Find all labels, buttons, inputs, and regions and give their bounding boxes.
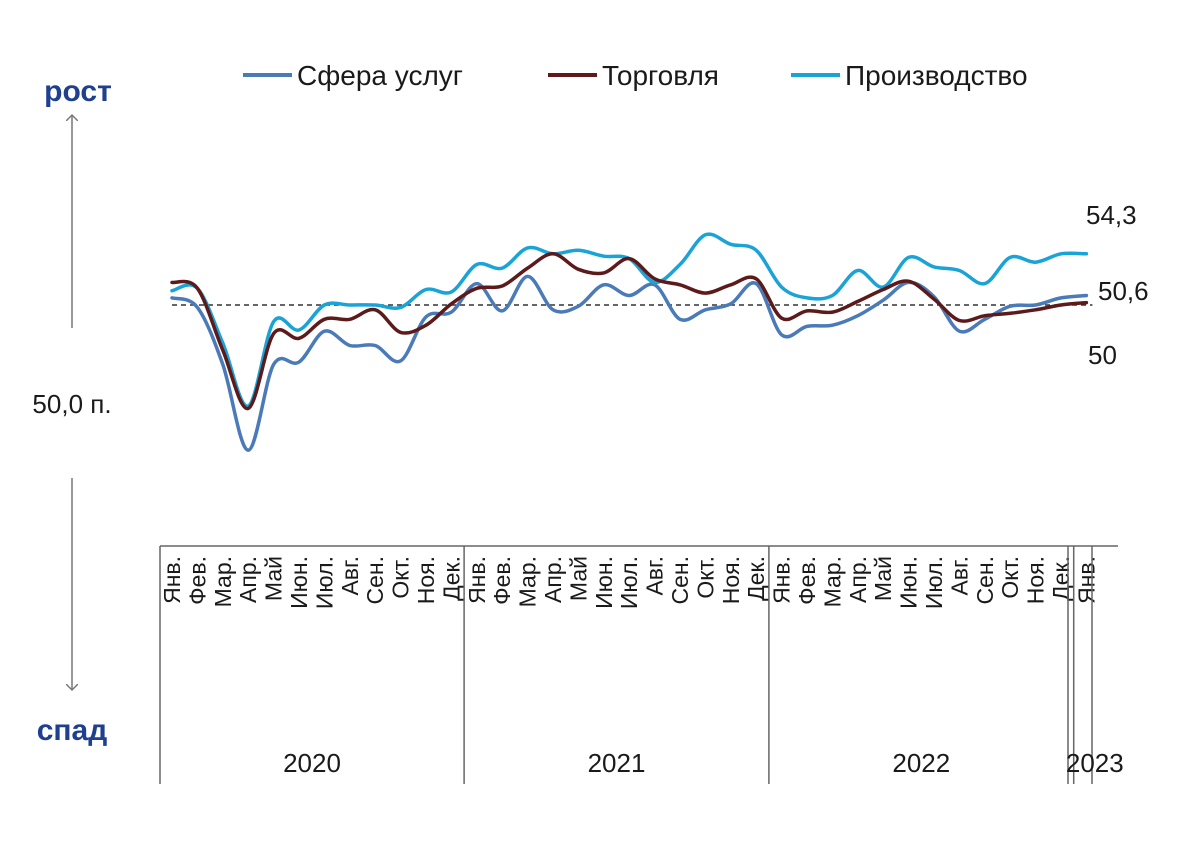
month-tick-label: Авг. xyxy=(337,556,363,596)
month-tick-label: Сен. xyxy=(667,556,693,605)
month-tick-label: Фев. xyxy=(794,556,820,605)
end-label-services: 50,6 xyxy=(1098,276,1149,306)
month-tick-label: Мар. xyxy=(515,556,541,607)
legend-item-services: Сфера услуг xyxy=(243,60,463,91)
year-dividers xyxy=(159,546,1093,784)
month-tick-label: Авг. xyxy=(946,556,972,596)
growth-label: рост xyxy=(44,75,112,108)
year-label: 2022 xyxy=(892,748,950,778)
month-tick-label: Дек. xyxy=(438,556,464,601)
year-label: 2021 xyxy=(588,748,646,778)
month-tick-label: Авг. xyxy=(642,556,668,596)
month-tick-label: Янв. xyxy=(159,556,185,604)
month-tick-label: Фев. xyxy=(489,556,515,605)
month-tick-label: Июн. xyxy=(591,556,617,609)
series-layer xyxy=(170,232,1089,452)
month-tick-label: Июл. xyxy=(311,556,337,609)
month-tick-label: Июн. xyxy=(896,556,922,609)
month-tick-label: Фев. xyxy=(184,556,210,605)
legend-item-production: Производство xyxy=(791,60,1028,91)
month-tick-label: Ноя. xyxy=(413,556,439,604)
month-tick-label: Ноя. xyxy=(718,556,744,604)
month-tick-label: Июл. xyxy=(921,556,947,609)
month-tick-label: Май xyxy=(870,556,896,601)
month-tick-label: Окт. xyxy=(692,556,718,599)
month-tick-label: Апр. xyxy=(235,556,261,603)
month-tick-label: Мар. xyxy=(210,556,236,607)
year-label: 2023 xyxy=(1066,748,1124,778)
month-tick-label: Июн. xyxy=(286,556,312,609)
month-labels: Янв. Фев. Мар. Апр. Май Июн. Июл. Авг. Сен. Окт. Н… xyxy=(159,556,1099,609)
month-tick-label: Апр. xyxy=(540,556,566,603)
month-tick-label: Мар. xyxy=(819,556,845,607)
midpoint-label: 50,0 п. xyxy=(32,389,111,419)
legend: Сфера услуг Торговля Производство xyxy=(243,60,1028,91)
end-labels: 54,3 50,6 50 xyxy=(1086,200,1149,370)
legend-label-trade: Торговля xyxy=(602,60,719,91)
year-labels: 2020 2021 2022 2023 xyxy=(283,748,1124,778)
month-tick-label: Окт. xyxy=(388,556,414,599)
decline-label: спад xyxy=(37,714,108,747)
month-tick-label: Ноя. xyxy=(1023,556,1049,604)
month-tick-label: Июл. xyxy=(616,556,642,609)
month-tick-label: Янв. xyxy=(769,556,795,604)
month-tick-label: Окт. xyxy=(997,556,1023,599)
month-tick-label: Янв. xyxy=(1073,556,1099,604)
month-tick-label: Сен. xyxy=(362,556,388,605)
year-label: 2020 xyxy=(283,748,341,778)
end-label-trade: 50 xyxy=(1088,340,1117,370)
x-axis: Янв. Фев. Мар. Апр. Май Июн. Июл. Авг. Сен. Окт. Н… xyxy=(159,545,1124,784)
month-tick-label: Апр. xyxy=(845,556,871,603)
series-line-services xyxy=(170,274,1089,452)
legend-item-trade: Торговля xyxy=(548,60,719,91)
legend-label-production: Производство xyxy=(845,60,1028,91)
month-tick-label: Сен. xyxy=(972,556,998,605)
month-tick-label: Май xyxy=(261,556,287,601)
month-tick-label: Дек. xyxy=(743,556,769,601)
month-tick-label: Янв. xyxy=(464,556,490,604)
month-tick-label: Дек. xyxy=(1048,556,1074,601)
end-label-production: 54,3 xyxy=(1086,200,1137,230)
legend-label-services: Сфера услуг xyxy=(297,60,463,91)
series-line-trade xyxy=(170,252,1089,411)
month-tick-label: Май xyxy=(565,556,591,601)
trend-axis: рост 50,0 п. спад xyxy=(32,75,111,747)
